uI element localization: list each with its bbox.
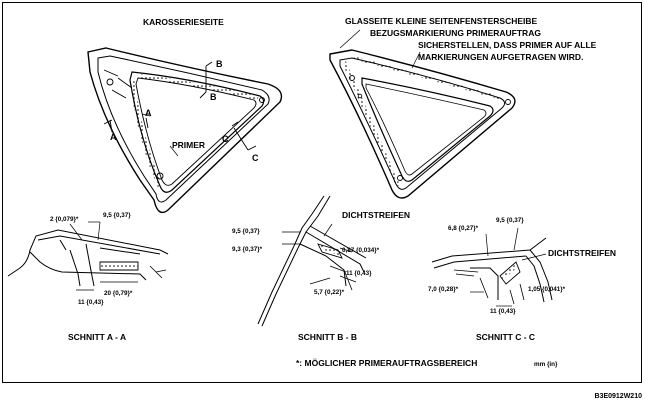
bb-dim2: 9,3 {0,37}* (232, 246, 263, 253)
aa-dim1: 2 {0,079}* (50, 216, 79, 223)
cc-dim4: 1,05 {0,041}* (528, 286, 566, 293)
aa-dim4: 11 {0,43} (78, 299, 104, 306)
bb-dim1: 9,5 {0,37} (232, 228, 260, 235)
section-bb-title: SCHNITT B - B (298, 332, 357, 342)
right-title-leader (339, 29, 361, 49)
right-title-line4: MARKIERUNGEN AUFGETRAGEN WIRD. (418, 52, 583, 62)
aa-dim2: 9,5 {0,37} (103, 212, 131, 219)
units-note: mm {in} (534, 361, 558, 368)
bb-seal-label: DICHTSTREIFEN (342, 210, 410, 220)
body-side-window (87, 47, 283, 214)
figure-code: B3E0912W210 (594, 393, 642, 400)
marker-a-right: A (145, 108, 152, 118)
section-bb-drawing (257, 195, 367, 327)
cc-dim1: 6,8 {0,27}* (448, 225, 479, 232)
right-title-line3: SICHERSTELLEN, DASS PRIMER AUF ALLE (418, 40, 597, 50)
right-title-line2: BEZUGSMARKIERUNG PRIMERAUFTRAG (370, 28, 541, 38)
section-cc-drawing (431, 227, 553, 307)
aa-dim3: 20 {0,79}* (104, 290, 133, 297)
bb-dim4: 11 {0,43} (346, 270, 372, 277)
left-title: KAROSSERIESEITE (143, 17, 224, 27)
section-aa-drawing (7, 221, 169, 291)
primer-label: PRIMER (172, 140, 205, 150)
primer-area-note: *: MÖGLICHER PRIMERAUFTRAGSBEREICH (296, 358, 477, 368)
section-cc-title: SCHNITT C - C (476, 332, 535, 342)
section-markers-body (103, 61, 257, 157)
marker-a-left: A (110, 132, 117, 142)
section-aa-title: SCHNITT A - A (68, 332, 126, 342)
cc-dim2: 9,5 {0,37} (496, 217, 524, 224)
marker-c-top: C (222, 134, 229, 144)
marker-c-bottom: C (252, 153, 259, 163)
glass-side-window (329, 49, 516, 199)
marker-b-top: B (216, 59, 223, 69)
cc-seal-label: DICHTSTREIFEN (548, 248, 616, 258)
bb-dim3: 0,87 {0,034}* (342, 247, 380, 254)
cc-dim3: 7,0 {0,28}* (428, 286, 459, 293)
diagram-frame (2, 2, 642, 383)
cc-dim5: 11 {0,43} (490, 308, 516, 315)
right-title-line1: GLASSEITE KLEINE SEITENFENSTERSCHEIBE (345, 16, 538, 26)
bb-dim5: 5,7 {0,22}* (314, 289, 345, 296)
marker-b-bottom: B (210, 92, 217, 102)
